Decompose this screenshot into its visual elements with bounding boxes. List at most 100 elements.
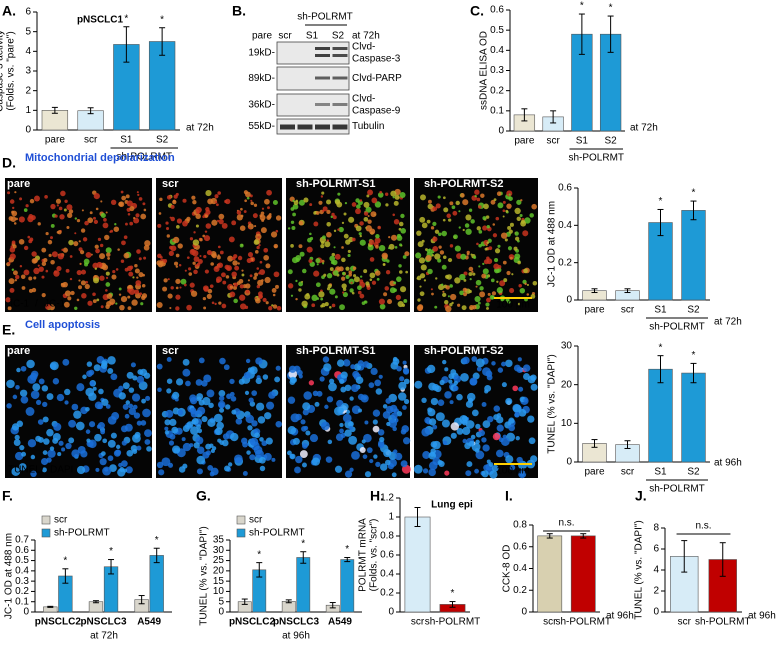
cell bbox=[128, 387, 135, 393]
cell bbox=[50, 223, 55, 228]
cell bbox=[437, 195, 441, 199]
cell bbox=[11, 467, 21, 476]
cell bbox=[339, 378, 345, 385]
cell bbox=[344, 429, 352, 437]
blot-panel bbox=[276, 66, 350, 91]
cell bbox=[295, 257, 300, 263]
cell bbox=[168, 440, 175, 446]
y-tick-label: 0.2 bbox=[558, 257, 572, 268]
y-tick-label: 10 bbox=[213, 586, 225, 597]
cell bbox=[140, 213, 147, 220]
cell bbox=[463, 278, 467, 282]
cell bbox=[438, 245, 442, 249]
cell bbox=[214, 302, 217, 306]
y-tick-label: 0 bbox=[653, 607, 659, 618]
cell bbox=[219, 407, 225, 413]
cell bbox=[454, 245, 461, 252]
cell bbox=[218, 213, 225, 220]
cell bbox=[249, 437, 259, 446]
y-axis-label: TUNEL (% vs. "DAPI") bbox=[634, 520, 645, 620]
cell bbox=[365, 281, 370, 286]
cell bbox=[371, 197, 378, 204]
panel-label: J. bbox=[635, 488, 647, 504]
cell bbox=[488, 462, 494, 467]
y-axis-label: TUNEL (% vs. "DAPI") bbox=[199, 526, 210, 626]
cell bbox=[422, 451, 431, 459]
y-tick-label: 0.3 bbox=[490, 65, 504, 76]
cell bbox=[359, 234, 362, 238]
cell bbox=[514, 412, 520, 418]
cell bbox=[527, 415, 535, 423]
cell bbox=[514, 231, 519, 236]
cell bbox=[99, 253, 106, 260]
cell bbox=[500, 437, 510, 446]
cell bbox=[355, 225, 362, 232]
cell bbox=[222, 433, 230, 440]
cell bbox=[376, 277, 380, 281]
cell bbox=[41, 275, 45, 279]
cell bbox=[87, 300, 93, 306]
cell bbox=[347, 253, 351, 258]
cell bbox=[55, 198, 62, 204]
cell bbox=[216, 203, 219, 207]
cell bbox=[99, 458, 107, 466]
cell bbox=[245, 283, 251, 289]
cell bbox=[435, 277, 438, 280]
cell bbox=[468, 440, 475, 447]
cell bbox=[502, 260, 507, 265]
cell bbox=[138, 381, 148, 391]
cell bbox=[112, 270, 116, 274]
significance: * bbox=[109, 546, 113, 557]
ns-label: n.s. bbox=[695, 521, 711, 532]
cell bbox=[37, 419, 44, 425]
bar bbox=[570, 535, 596, 613]
cell bbox=[487, 238, 492, 243]
cell bbox=[462, 292, 468, 297]
cell bbox=[399, 270, 403, 274]
x-tick-label: scr bbox=[678, 617, 692, 628]
cell bbox=[253, 203, 258, 207]
cell bbox=[110, 373, 118, 381]
cell bbox=[421, 222, 428, 229]
cell bbox=[367, 219, 372, 224]
cell bbox=[300, 419, 306, 425]
y-tick-label: 6 bbox=[25, 7, 31, 18]
cell bbox=[42, 416, 49, 423]
cell bbox=[23, 208, 28, 212]
cell bbox=[105, 289, 108, 292]
x-tick-label: A549 bbox=[328, 617, 352, 628]
cell bbox=[437, 399, 445, 406]
cell bbox=[443, 196, 446, 200]
cell bbox=[447, 257, 453, 263]
cell bbox=[12, 244, 17, 249]
cell bbox=[474, 295, 481, 303]
cell bbox=[12, 206, 15, 210]
cell bbox=[453, 234, 458, 240]
cell bbox=[398, 221, 404, 227]
panel-title: Cell apoptosis bbox=[25, 319, 100, 331]
cell bbox=[228, 236, 235, 243]
cell bbox=[299, 251, 305, 257]
cell bbox=[447, 295, 450, 298]
bar bbox=[340, 559, 355, 613]
cell bbox=[390, 234, 398, 241]
cell bbox=[487, 415, 494, 423]
cell bbox=[166, 357, 172, 362]
cell bbox=[496, 424, 504, 432]
cell bbox=[434, 253, 441, 260]
cell bbox=[524, 282, 527, 286]
cell bbox=[399, 192, 406, 199]
cell bbox=[477, 301, 481, 305]
cell bbox=[384, 459, 391, 466]
y-tick-label: 0 bbox=[498, 126, 504, 137]
legend-label: sh-POLRMT bbox=[249, 528, 305, 539]
cell bbox=[165, 221, 169, 225]
cell bbox=[242, 470, 248, 476]
cell bbox=[30, 215, 36, 221]
cell bbox=[458, 226, 461, 229]
cell bbox=[217, 438, 222, 443]
cell bbox=[59, 214, 65, 220]
cell bbox=[134, 263, 138, 268]
lane-label: S1 bbox=[306, 31, 319, 42]
cell bbox=[344, 202, 348, 205]
